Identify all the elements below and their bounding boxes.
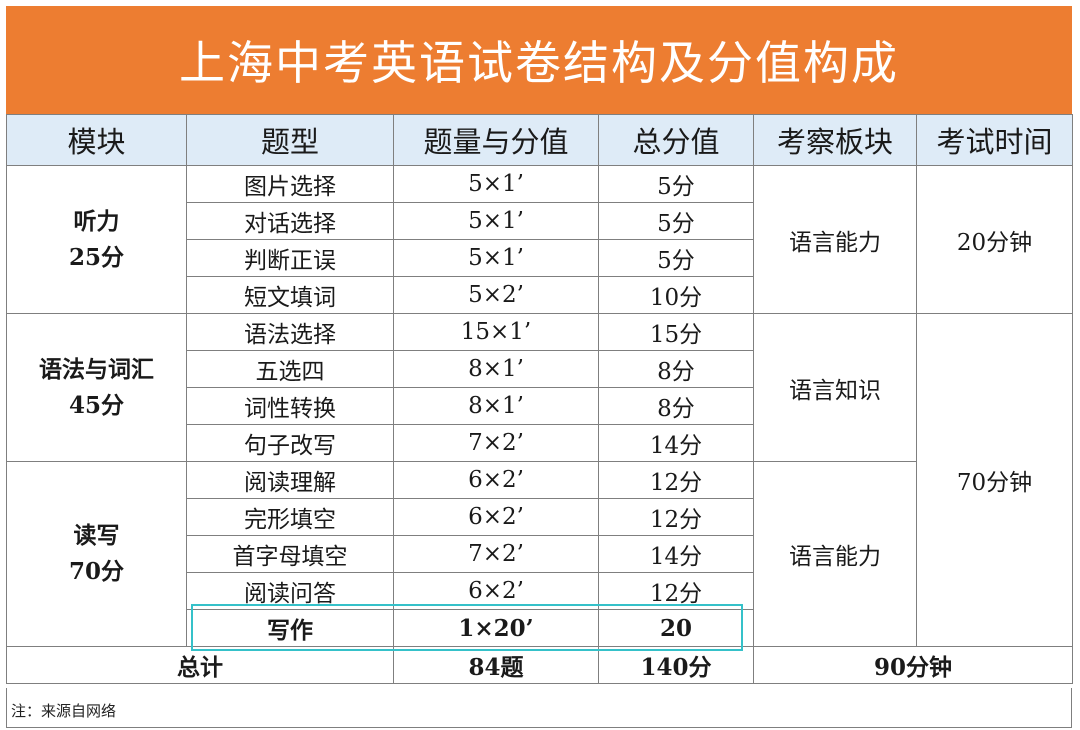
question-type: 对话选择	[186, 202, 394, 240]
totals-time: 90分钟	[753, 646, 1073, 684]
question-total: 15分	[598, 313, 754, 351]
question-type: 阅读问答	[186, 572, 394, 610]
question-total: 8分	[598, 350, 754, 388]
question-quantity: 15×1’	[393, 313, 599, 351]
question-type: 判断正误	[186, 239, 394, 277]
question-total: 5分	[598, 165, 754, 203]
question-total: 10分	[598, 276, 754, 314]
totals-score: 140分	[598, 646, 754, 684]
header-exam-time: 考试时间	[916, 114, 1073, 166]
section-grammar: 语言知识	[753, 313, 917, 462]
module-listening: 听力 25分	[6, 165, 187, 314]
question-type: 五选四	[186, 350, 394, 388]
question-quantity: 1×20’	[393, 609, 599, 647]
table-row: 完形填空 6×2’ 12分	[7, 498, 1073, 536]
table-row: 阅读问答 6×2’ 12分	[7, 572, 1073, 610]
question-quantity: 5×1’	[393, 165, 599, 203]
question-total: 8分	[598, 387, 754, 425]
time-written: 70分钟	[916, 313, 1073, 647]
header-question-type: 题型	[186, 114, 394, 166]
table-row: 五选四 8×1’ 8分	[7, 350, 1073, 388]
time-listening: 20分钟	[916, 165, 1073, 314]
module-name: 语法与词汇	[39, 355, 154, 383]
section-reading-writing: 语言能力	[753, 461, 917, 647]
question-type: 短文填词	[186, 276, 394, 314]
table-row: 听力 25分 图片选择 5×1’ 5分 语言能力 20分钟	[6, 165, 1073, 314]
question-quantity: 7×2’	[393, 424, 599, 462]
question-quantity: 6×2’	[393, 498, 599, 536]
question-total: 20	[598, 609, 754, 647]
question-quantity: 6×2’	[393, 461, 599, 499]
header-quantity-score: 题量与分值	[393, 114, 599, 166]
question-quantity: 5×1’	[393, 239, 599, 277]
totals-row: 总计 84题 140分 90分钟	[6, 646, 1073, 684]
table-row: 首字母填空 7×2’ 14分	[7, 535, 1073, 573]
header-assessment-section: 考察板块	[753, 114, 917, 166]
question-quantity: 5×2’	[393, 276, 599, 314]
module-score: 45分	[68, 391, 124, 419]
question-type: 完形填空	[186, 498, 394, 536]
module-reading-writing: 读写 70分	[6, 461, 187, 647]
totals-questions: 84题	[393, 646, 599, 684]
question-total: 12分	[598, 461, 754, 499]
question-type: 写作	[186, 609, 394, 647]
question-type: 图片选择	[186, 165, 394, 203]
table-row: 对话选择 5×1’ 5分	[7, 202, 1073, 240]
table-header-row: 模块 题型 题量与分值 总分值 考察板块 考试时间	[6, 114, 1073, 166]
question-type: 句子改写	[186, 424, 394, 462]
table-row: 词性转换 8×1’ 8分	[7, 387, 1073, 425]
module-grammar-vocabulary: 语法与词汇 45分	[6, 313, 187, 462]
question-total: 12分	[598, 498, 754, 536]
module-name: 听力	[73, 207, 120, 235]
question-quantity: 6×2’	[393, 572, 599, 610]
question-total: 14分	[598, 535, 754, 573]
question-quantity: 7×2’	[393, 535, 599, 573]
section-listening: 语言能力	[753, 165, 917, 314]
question-total: 14分	[598, 424, 754, 462]
module-name: 读写	[73, 522, 120, 549]
question-total: 5分	[598, 239, 754, 277]
question-type: 词性转换	[186, 387, 394, 425]
question-quantity: 8×1’	[393, 387, 599, 425]
question-quantity: 8×1’	[393, 350, 599, 388]
question-type: 语法选择	[186, 313, 394, 351]
source-note: 注：来源自网络	[6, 688, 1072, 728]
table-row: 句子改写 7×2’ 14分	[7, 424, 1073, 462]
module-score: 70分	[68, 558, 124, 585]
question-total: 12分	[598, 572, 754, 610]
question-type: 阅读理解	[186, 461, 394, 499]
score-structure-table: 模块 题型 题量与分值 总分值 考察板块 考试时间 听力 25分 图片选择 5×…	[6, 114, 1073, 684]
header-module: 模块	[6, 114, 187, 166]
table-row: 读写 70分 阅读理解 6×2’ 12分 语言能力	[6, 461, 1073, 647]
question-type: 首字母填空	[186, 535, 394, 573]
header-total-score: 总分值	[598, 114, 754, 166]
page-title: 上海中考英语试卷结构及分值构成	[6, 6, 1072, 114]
question-total: 5分	[598, 202, 754, 240]
question-quantity: 5×1’	[393, 202, 599, 240]
module-score: 25分	[68, 243, 124, 271]
totals-label: 总计	[6, 646, 394, 684]
table-row: 语法与词汇 45分 语法选择 15×1’ 15分 语言知识 70分钟	[6, 313, 1073, 647]
